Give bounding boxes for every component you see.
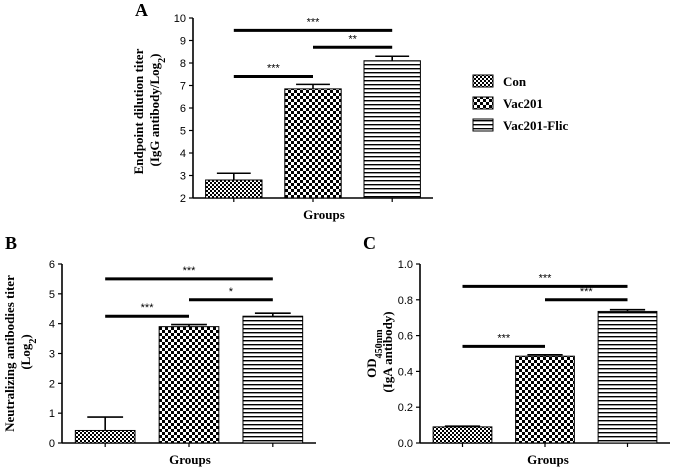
x-axis-label-c: Groups bbox=[527, 452, 569, 467]
y-tick-label: 4 bbox=[49, 319, 55, 331]
significance-label-b-1: *** bbox=[141, 302, 155, 314]
y-tick-label: 9 bbox=[180, 36, 186, 48]
y-tick-label: 5 bbox=[180, 126, 186, 138]
y-tick-label: 1 bbox=[49, 408, 55, 420]
y-axis-label-a-sub: 2 bbox=[157, 58, 168, 63]
y-tick-label: 6 bbox=[49, 259, 55, 271]
bar-c-3 bbox=[597, 310, 658, 444]
bar-b-2 bbox=[158, 326, 220, 444]
significance-label-b-2: * bbox=[229, 286, 234, 298]
y-tick-label: 7 bbox=[180, 81, 186, 93]
y-tick-label: 0.8 bbox=[398, 295, 413, 307]
y-axis-label-b-sub: 2 bbox=[28, 339, 39, 344]
bar-c-1 bbox=[432, 426, 493, 444]
y-axis-label-b-line2-pre: (Log bbox=[18, 343, 33, 370]
y-tick-label: 10 bbox=[174, 13, 186, 25]
significance-label-c-3: *** bbox=[539, 272, 553, 284]
y-tick-label: 0.0 bbox=[398, 438, 413, 450]
x-axis-label-a: Groups bbox=[303, 207, 345, 222]
panel-b: B Neutralizing antibodies titer (Log2) G… bbox=[2, 233, 316, 467]
y-tick-label: 0.6 bbox=[398, 331, 413, 343]
bar-a-3 bbox=[363, 60, 421, 199]
significance-label-c-1: *** bbox=[497, 332, 511, 344]
y-axis-label-b-line2-post: ) bbox=[18, 334, 33, 338]
legend: Con Vac201 Vac201-Flic bbox=[472, 74, 568, 133]
y-tick-label: 3 bbox=[180, 171, 186, 183]
legend-swatch-vac201-flic bbox=[472, 118, 494, 132]
panel-letter-b: B bbox=[5, 233, 17, 253]
y-axis-label-a-line1: Endpoint dilution titer bbox=[131, 48, 146, 174]
legend-label-vac201: Vac201 bbox=[503, 96, 543, 111]
y-tick-label: 0.2 bbox=[398, 402, 413, 414]
y-axis-label-b-line1: Neutralizing antibodies titer bbox=[2, 275, 17, 432]
y-tick-label: 8 bbox=[180, 58, 186, 70]
y-axis-label-b: Neutralizing antibodies titer (Log2) bbox=[2, 272, 39, 432]
panel-letter-c: C bbox=[363, 233, 376, 253]
y-axis-label-c-sub: 450nm bbox=[374, 329, 385, 359]
bar-b-1 bbox=[74, 429, 136, 444]
significance-label-b-3: *** bbox=[183, 265, 197, 277]
significance-label-a-1: *** bbox=[267, 63, 281, 75]
significance-label-a-2: ** bbox=[348, 33, 357, 45]
y-tick-label: 3 bbox=[49, 349, 55, 361]
panel-letter-a: A bbox=[135, 0, 148, 20]
y-axis-label-c-line2: (IgA antibody) bbox=[380, 311, 395, 392]
y-tick-label: 0.4 bbox=[398, 366, 413, 378]
y-axis-label-a-line2-pre: (IgG antibody/Log bbox=[147, 62, 162, 166]
y-axis-label-c-line1-pre: OD bbox=[364, 358, 379, 378]
y-axis-label-a-line2-post: ) bbox=[147, 53, 162, 57]
y-tick-label: 2 bbox=[49, 378, 55, 390]
y-tick-label: 1.0 bbox=[398, 259, 413, 271]
y-tick-label: 6 bbox=[180, 103, 186, 115]
significance-label-c-2: *** bbox=[580, 286, 594, 298]
x-axis-label-b: Groups bbox=[169, 452, 211, 467]
legend-swatch-con bbox=[472, 74, 494, 88]
bar-a-2 bbox=[284, 88, 342, 199]
y-tick-label: 0 bbox=[49, 438, 55, 450]
bar-b-3 bbox=[242, 315, 304, 444]
legend-label-vac201-flic: Vac201-Flic bbox=[503, 118, 568, 133]
legend-label-con: Con bbox=[503, 74, 527, 89]
y-tick-label: 4 bbox=[180, 148, 186, 160]
y-tick-label: 5 bbox=[49, 289, 55, 301]
panel-c: C OD450nm (IgA antibody) Groups 0.0 0.2 0.… bbox=[363, 233, 670, 467]
bar-c-2 bbox=[515, 355, 575, 444]
panel-a: A Endpoint dilution titer (IgG antibody/… bbox=[131, 0, 433, 222]
legend-swatch-vac201 bbox=[472, 96, 494, 110]
y-axis-label-a: Endpoint dilution titer (IgG antibody/Lo… bbox=[131, 46, 168, 175]
significance-label-a-3: *** bbox=[307, 16, 321, 28]
bar-a-1 bbox=[205, 179, 263, 199]
y-tick-label: 2 bbox=[180, 193, 186, 205]
y-axis-label-c: OD450nm (IgA antibody) bbox=[364, 311, 395, 392]
